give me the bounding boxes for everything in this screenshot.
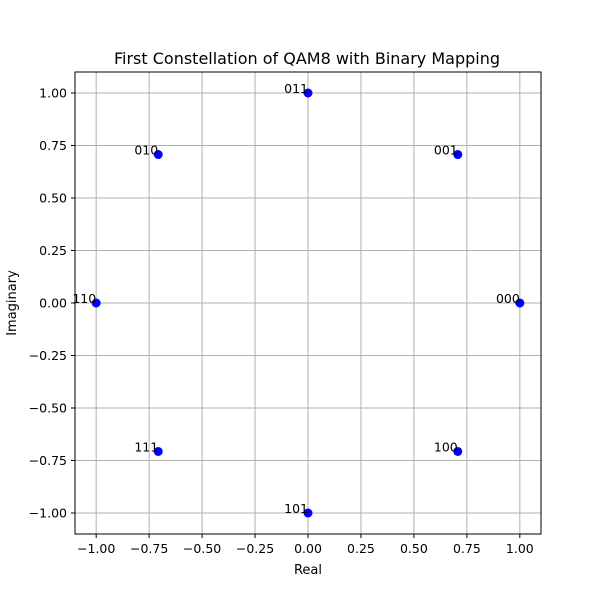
x-tick-label: −0.75 — [130, 541, 168, 556]
point-label-011: 011 — [284, 81, 308, 96]
axis-ticks: −1.00 −0.75 −0.50 −0.25 0.00 0.25 0.50 0.75 1.00… — [29, 86, 534, 557]
y-tick-label: −0.50 — [29, 401, 67, 416]
point-label-111: 111 — [134, 439, 158, 454]
point-label-001: 001 — [434, 143, 458, 158]
data-points: 000 001 011 010 110 111 101 100 — [72, 81, 525, 518]
data-point-010 — [153, 150, 163, 160]
point-label-101: 101 — [284, 501, 308, 516]
y-tick-label: 0.75 — [39, 138, 67, 153]
point-label-110: 110 — [72, 291, 96, 306]
x-axis-label: Real — [294, 563, 322, 578]
y-tick-label: −1.00 — [29, 506, 67, 521]
grid — [75, 72, 541, 534]
y-tick-label: 0.50 — [39, 191, 67, 206]
y-tick-label: 1.00 — [39, 86, 67, 101]
data-point-100 — [453, 446, 463, 456]
x-tick-label: 0.50 — [400, 541, 428, 556]
x-tick-label: 0.00 — [294, 541, 322, 556]
x-tick-label: 1.00 — [506, 541, 534, 556]
y-tick-label: 0.00 — [39, 296, 67, 311]
point-label-000: 000 — [496, 291, 520, 306]
x-tick-label: −1.00 — [77, 541, 115, 556]
data-point-101 — [303, 508, 313, 518]
y-tick-label: 0.25 — [39, 243, 67, 258]
y-tick-label: −0.25 — [29, 348, 67, 363]
data-point-110 — [91, 298, 101, 308]
x-tick-label: −0.25 — [236, 541, 274, 556]
y-axis-label: Imaginary — [5, 270, 20, 336]
data-point-011 — [303, 88, 313, 98]
data-point-000 — [515, 298, 525, 308]
point-label-010: 010 — [134, 143, 158, 158]
data-point-001 — [453, 150, 463, 160]
point-label-100: 100 — [434, 439, 458, 454]
y-tick-label: −0.75 — [29, 453, 67, 468]
x-tick-label: −0.50 — [183, 541, 221, 556]
plot-frame — [74, 71, 542, 535]
x-tick-label: 0.75 — [453, 541, 481, 556]
data-point-111 — [153, 446, 163, 456]
x-tick-label: 0.25 — [347, 541, 375, 556]
chart-title: First Constellation of QAM8 with Binary … — [114, 49, 500, 68]
